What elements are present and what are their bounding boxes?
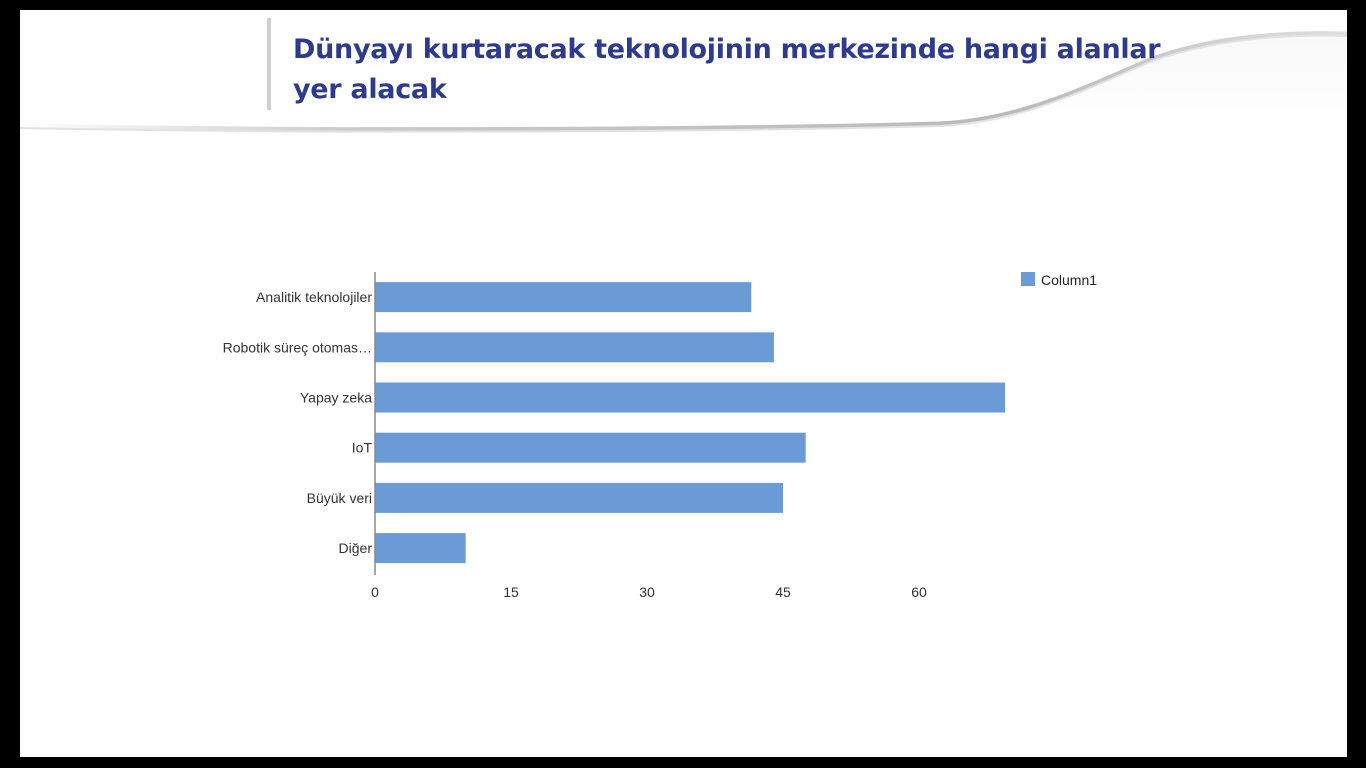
bars-group xyxy=(375,282,1006,564)
bar-5 xyxy=(375,533,466,564)
legend-swatch xyxy=(1021,272,1035,286)
category-label-2: Yapay zeka xyxy=(300,390,372,406)
category-labels: Analitik teknolojiler Robotik süreç otoma… xyxy=(223,289,373,556)
x-tick-label-2: 30 xyxy=(639,584,655,600)
title-accent-bar xyxy=(267,18,271,110)
category-label-5: Diğer xyxy=(339,540,373,556)
bar-1 xyxy=(375,332,774,363)
x-tick-labels: 0 15 30 45 60 xyxy=(371,584,927,600)
bar-0 xyxy=(375,282,752,313)
bar-3 xyxy=(375,432,806,463)
x-tick-label-1: 15 xyxy=(503,584,519,600)
x-tick-label-4: 60 xyxy=(911,584,927,600)
category-label-4: Büyük veri xyxy=(307,490,372,506)
bar-chart: Analitik teknolojiler Robotik süreç otoma… xyxy=(223,272,1097,600)
bar-4 xyxy=(375,482,783,513)
x-tick-label-3: 45 xyxy=(775,584,791,600)
x-tick-label-0: 0 xyxy=(371,584,379,600)
legend-label-column1: Column1 xyxy=(1041,272,1097,288)
category-label-3: IoT xyxy=(352,440,373,456)
category-label-1: Robotik süreç otomas… xyxy=(223,339,372,355)
slide: Dünyayı kurtaracak teknolojinin merkezin… xyxy=(20,10,1347,757)
category-label-0: Analitik teknolojiler xyxy=(256,289,372,305)
bar-2 xyxy=(375,382,1006,413)
header-swoosh-decoration xyxy=(20,31,1347,133)
legend: Column1 xyxy=(1021,272,1097,288)
slide-title: Dünyayı kurtaracak teknolojinin merkezin… xyxy=(293,34,1161,105)
